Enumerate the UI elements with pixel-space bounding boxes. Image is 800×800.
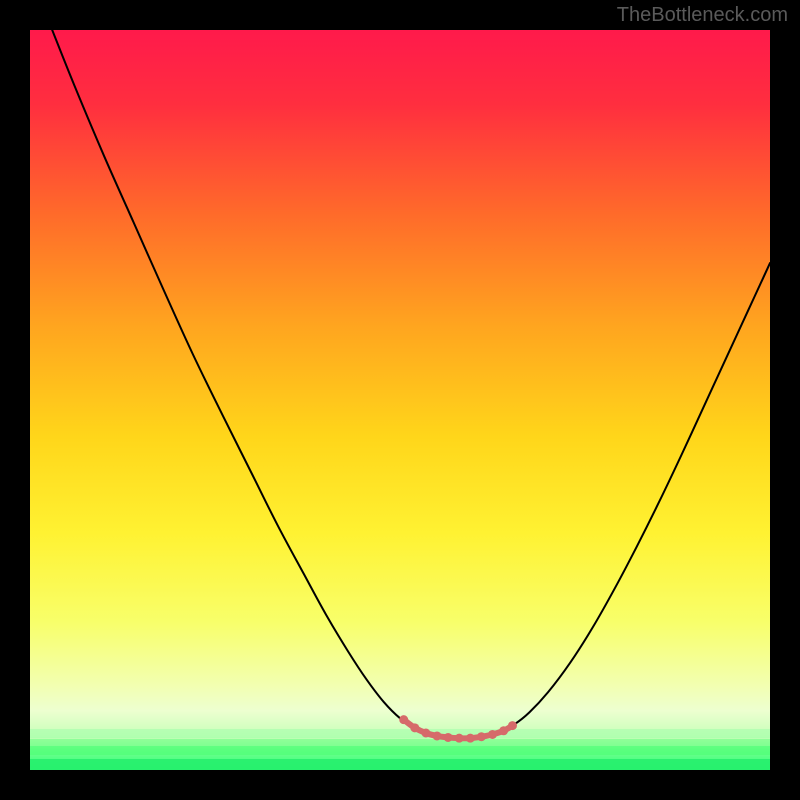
optimal-range-marker — [477, 732, 486, 741]
optimal-range-marker — [421, 729, 430, 738]
bottleneck-curve — [52, 30, 770, 738]
optimal-range-marker — [410, 723, 419, 732]
optimal-range-marker — [433, 731, 442, 740]
optimal-range-marker — [499, 726, 508, 735]
optimal-range-marker — [399, 715, 408, 724]
watermark-text: TheBottleneck.com — [617, 4, 788, 27]
plot-area — [30, 30, 770, 770]
optimal-range-marker — [455, 734, 464, 743]
optimal-range-marker — [488, 730, 497, 739]
optimal-range-marker — [444, 733, 453, 742]
curve-layer — [30, 30, 770, 770]
optimal-range-marker — [466, 734, 475, 743]
chart-container: TheBottleneck.com — [0, 0, 800, 800]
optimal-range-marker — [508, 721, 517, 730]
